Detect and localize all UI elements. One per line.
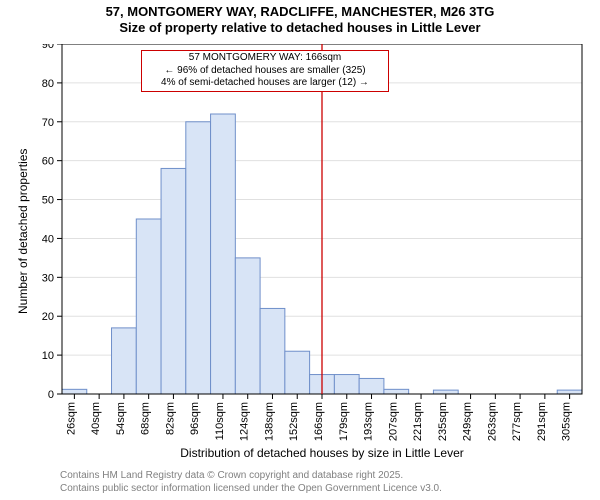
histogram-bar xyxy=(62,389,87,394)
histogram-bar xyxy=(112,328,137,394)
chart-title-line1: 57, MONTGOMERY WAY, RADCLIFFE, MANCHESTE… xyxy=(0,4,600,20)
chart-titles: 57, MONTGOMERY WAY, RADCLIFFE, MANCHESTE… xyxy=(0,4,600,37)
svg-text:166sqm: 166sqm xyxy=(313,402,325,441)
chart-container: 57, MONTGOMERY WAY, RADCLIFFE, MANCHESTE… xyxy=(0,0,600,500)
svg-text:70: 70 xyxy=(42,117,54,129)
svg-text:10: 10 xyxy=(42,350,54,362)
svg-text:40: 40 xyxy=(42,233,54,245)
histogram-bar xyxy=(384,389,409,394)
svg-text:152sqm: 152sqm xyxy=(288,402,300,441)
svg-text:124sqm: 124sqm xyxy=(239,402,251,441)
svg-text:138sqm: 138sqm xyxy=(263,402,275,441)
histogram-bar xyxy=(186,122,211,394)
svg-text:20: 20 xyxy=(42,311,54,323)
svg-text:249sqm: 249sqm xyxy=(462,402,474,441)
svg-text:60: 60 xyxy=(42,156,54,168)
svg-text:291sqm: 291sqm xyxy=(536,402,548,441)
plot-area: 0 10 20 30 40 50 60 70 80 90 26sqm 40sqm 54sqm 68sqm 8… xyxy=(22,44,600,464)
histogram-bar xyxy=(285,351,310,394)
y-axis-title: Number of detached properties xyxy=(16,149,30,314)
svg-text:193sqm: 193sqm xyxy=(363,402,375,441)
histogram-bar xyxy=(557,390,582,394)
svg-text:68sqm: 68sqm xyxy=(140,402,152,435)
svg-text:235sqm: 235sqm xyxy=(437,402,449,441)
svg-text:277sqm: 277sqm xyxy=(511,402,523,441)
chart-title-line2: Size of property relative to detached ho… xyxy=(0,20,600,36)
histogram-bar xyxy=(433,390,458,394)
svg-text:26sqm: 26sqm xyxy=(65,402,77,435)
histogram-bar xyxy=(334,375,359,394)
attribution-line-1: Contains HM Land Registry data © Crown c… xyxy=(60,470,594,483)
svg-text:221sqm: 221sqm xyxy=(412,402,424,441)
svg-text:30: 30 xyxy=(42,272,54,284)
svg-text:179sqm: 179sqm xyxy=(338,402,350,441)
annotation-line-3: 4% of semi-detached houses are larger (1… xyxy=(144,77,386,90)
svg-text:50: 50 xyxy=(42,195,54,207)
histogram-bar xyxy=(211,114,236,394)
annotation-line-1: 57 MONTGOMERY WAY: 166sqm xyxy=(144,52,386,65)
attribution: Contains HM Land Registry data © Crown c… xyxy=(60,470,594,495)
annotation-box: 57 MONTGOMERY WAY: 166sqm ← 96% of detac… xyxy=(141,50,389,92)
svg-text:207sqm: 207sqm xyxy=(387,402,399,441)
svg-text:110sqm: 110sqm xyxy=(214,402,226,440)
histogram-bar xyxy=(260,308,285,394)
histogram-bar xyxy=(161,168,186,394)
attribution-line-2: Contains public sector information licen… xyxy=(60,483,594,496)
histogram-bar xyxy=(235,258,260,394)
histogram-bar xyxy=(136,219,161,394)
svg-text:305sqm: 305sqm xyxy=(561,402,573,441)
svg-text:96sqm: 96sqm xyxy=(189,402,201,435)
svg-text:0: 0 xyxy=(48,389,54,401)
svg-text:80: 80 xyxy=(42,78,54,90)
svg-text:82sqm: 82sqm xyxy=(164,402,176,435)
svg-text:54sqm: 54sqm xyxy=(115,402,127,435)
annotation-line-2: ← 96% of detached houses are smaller (32… xyxy=(144,65,386,78)
x-axis-title: Distribution of detached houses by size … xyxy=(62,446,582,460)
svg-text:263sqm: 263sqm xyxy=(486,402,498,441)
svg-text:90: 90 xyxy=(42,44,54,51)
histogram-bar xyxy=(359,378,384,394)
svg-text:40sqm: 40sqm xyxy=(90,402,102,435)
